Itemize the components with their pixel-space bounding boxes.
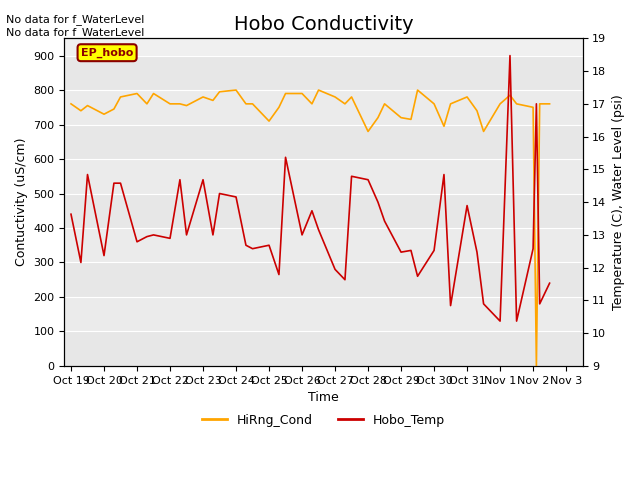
Legend: HiRng_Cond, Hobo_Temp: HiRng_Cond, Hobo_Temp [197,409,450,432]
Text: No data for f_WaterLevel
No data for f_WaterLevel: No data for f_WaterLevel No data for f_W… [6,14,145,38]
Y-axis label: Contuctivity (uS/cm): Contuctivity (uS/cm) [15,138,28,266]
Bar [65,228,582,263]
Bar [65,56,582,90]
Bar [65,90,582,124]
Bar [65,159,582,193]
Text: EP_hobo: EP_hobo [81,48,133,58]
X-axis label: Time: Time [308,391,339,404]
Title: Hobo Conductivity: Hobo Conductivity [234,15,413,34]
Y-axis label: Temperature (C), Water Level (psi): Temperature (C), Water Level (psi) [612,94,625,310]
Bar [65,297,582,332]
Bar [65,124,582,159]
Bar [65,332,582,366]
Bar [65,193,582,228]
Bar [65,263,582,297]
